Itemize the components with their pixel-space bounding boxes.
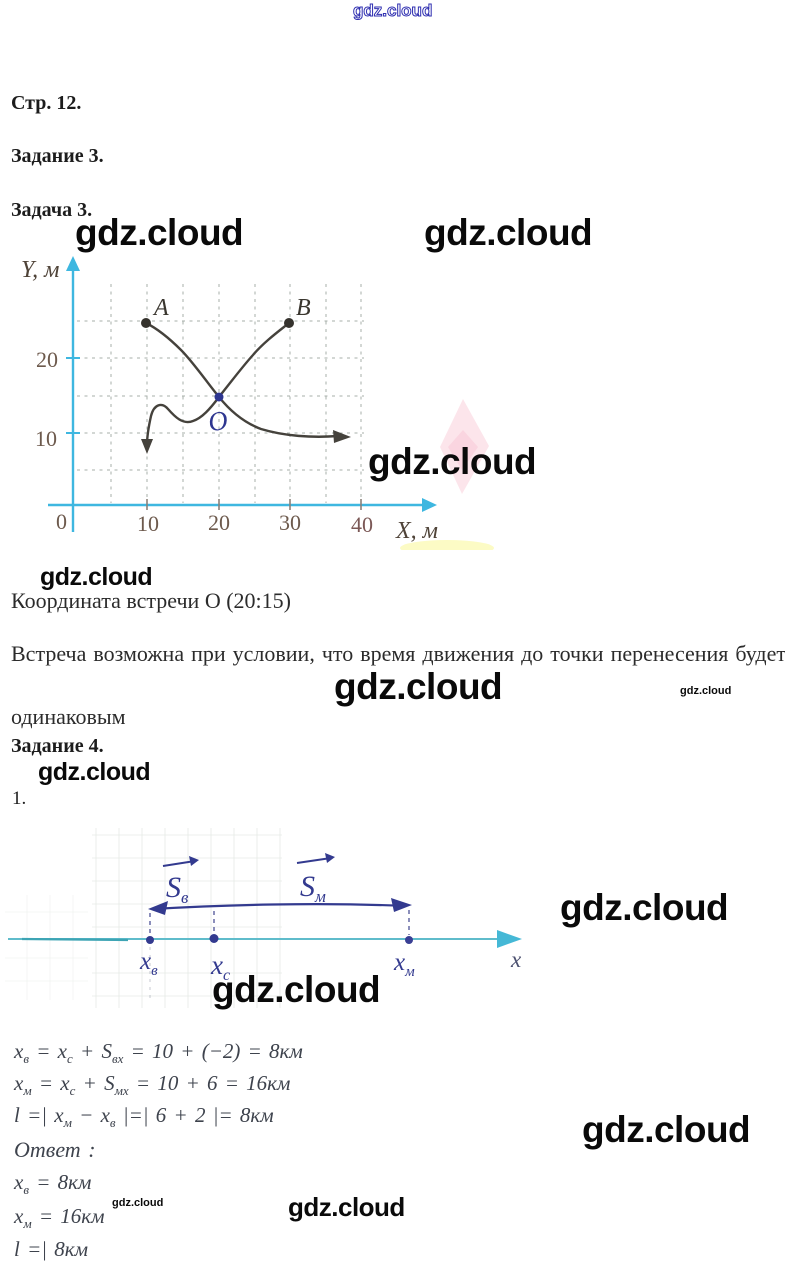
point-xc-dot [209, 934, 219, 943]
watermark-7: gdz.cloud [38, 758, 151, 786]
y-axis-ticks [66, 357, 80, 434]
watermark-9: gdz.cloud [212, 969, 381, 1010]
item1-heading: 1. [12, 788, 27, 809]
point-xm-label: xм [393, 949, 415, 980]
vector-sv-label: Sв [166, 871, 189, 907]
problem3-heading: Задача 3. [11, 199, 93, 221]
point-xm-dot [405, 936, 413, 944]
x-tick-0: 0 [56, 509, 67, 534]
displacement-left-arrow-icon [148, 901, 168, 915]
y-tick-10: 10 [35, 426, 57, 451]
y-axis-arrow-icon [66, 256, 80, 271]
watermark-12: gdz.cloud [288, 1192, 405, 1222]
formula-xm: xм = xс + Sмх = 10 + 6 = 16км [14, 1071, 291, 1099]
y-tick-20: 20 [36, 347, 58, 372]
watermark-1: gdz.cloud [75, 212, 244, 253]
page-heading: Стр. 12. [11, 92, 82, 114]
displacement-right-arrow-icon [391, 898, 412, 912]
curve-b-path [145, 322, 290, 446]
number-line-diagram: Sв Sм xв xс xм x [5, 828, 522, 1008]
x-tick-10: 10 [137, 511, 159, 536]
trajectory-graph: Y, м X, м 0 10 20 30 40 10 20 A B O [21, 256, 494, 550]
curve-a-path [145, 321, 339, 438]
scan-artifact-yellow [400, 540, 494, 550]
vector-sm-label: Sм [300, 870, 326, 906]
curve-b-arrow-icon [141, 439, 153, 454]
watermark-11-small: gdz.cloud [112, 1197, 164, 1209]
point-a-label: A [152, 295, 169, 321]
droplines [149, 910, 410, 935]
axis-arrow-icon [497, 930, 522, 948]
task3-heading: Задание 3. [11, 145, 104, 167]
x-tick-40: 40 [351, 512, 373, 537]
x-axis-label: X, м [395, 518, 438, 544]
watermark-top-outline: gdz.cloud [352, 1, 433, 20]
answer-xv: xв = 8км [14, 1170, 92, 1198]
grid-lines [77, 284, 364, 503]
watermark-3: gdz.cloud [368, 441, 537, 482]
point-a-dot [141, 318, 151, 328]
watermark-4: gdz.cloud [40, 563, 153, 591]
point-b-label: B [296, 295, 311, 321]
pencil-grid [92, 828, 282, 1008]
watermark-8: gdz.cloud [560, 887, 729, 928]
vector-sm-arrow-icon [325, 853, 335, 863]
answer-l: l =| 8км [14, 1237, 89, 1261]
formula-xv: xв = xс + Sвх = 10 + (−2) = 8км [14, 1039, 303, 1067]
meeting-point-dot [214, 392, 224, 402]
watermark-2: gdz.cloud [424, 212, 593, 253]
meeting-coordinate-text: Координата встречи О (20:15) [11, 588, 291, 613]
watermark-10: gdz.cloud [582, 1109, 751, 1150]
scan-artifact-pink [440, 399, 489, 494]
watermark-5: gdz.cloud [334, 666, 503, 707]
condition-text-line1: Встреча возможна при условии, что время … [11, 641, 785, 666]
axis-line-dark-segment [21, 937, 129, 942]
x-axis-arrow-icon [422, 498, 437, 512]
y-axis-label: Y, м [21, 257, 59, 283]
answer-label: Ответ : [14, 1137, 96, 1162]
meeting-point-label-handwritten: O [206, 405, 230, 438]
point-xc-label: xс [210, 950, 230, 984]
curve-a-arrow-icon [333, 430, 351, 443]
axis-x-label: x [510, 947, 522, 972]
pencil-grid-left [5, 895, 88, 1000]
point-b-dot [284, 318, 294, 328]
watermark-6-small: gdz.cloud [680, 685, 732, 697]
x-tick-30: 30 [279, 510, 301, 535]
vector-sm-bar [296, 857, 332, 864]
vector-sv-bar [162, 860, 196, 867]
displacement-line [152, 903, 405, 911]
scan-artifact-pink-inner [448, 430, 478, 470]
vector-sv-arrow-icon [189, 856, 199, 866]
x-axis-ticks [146, 499, 362, 510]
condition-text-line2: одинаковым [11, 704, 126, 729]
answer-xm: xм = 16км [14, 1204, 105, 1232]
task4-heading: Задание 4. [11, 735, 104, 757]
point-xv-dot [146, 936, 154, 944]
point-xv-label: xв [139, 948, 158, 979]
x-tick-20: 20 [208, 510, 230, 535]
formula-l: l =| xм − xв |=| 6 + 2 |= 8км [14, 1103, 274, 1131]
